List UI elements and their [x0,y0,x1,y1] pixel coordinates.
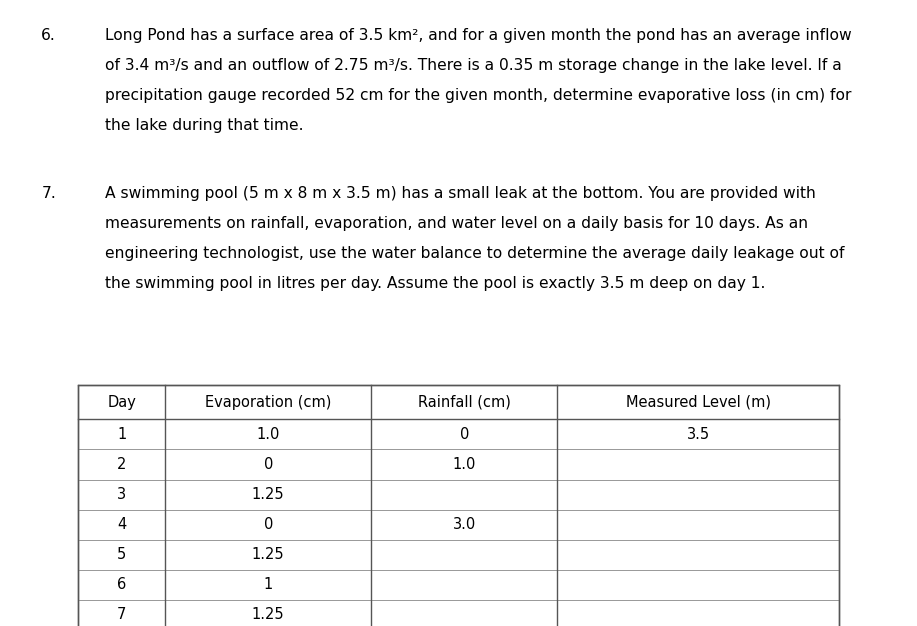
Text: 7.: 7. [41,186,56,201]
Text: 6: 6 [117,577,127,592]
Text: 0: 0 [263,517,273,532]
Text: 0: 0 [263,457,273,472]
Text: 4: 4 [117,517,127,532]
Text: 1: 1 [117,427,127,442]
Text: 1.0: 1.0 [257,427,280,442]
Text: of 3.4 m³/s and an outflow of 2.75 m³/s. There is a 0.35 m storage change in the: of 3.4 m³/s and an outflow of 2.75 m³/s.… [105,58,842,73]
Text: 1: 1 [263,577,273,592]
Text: the swimming pool in litres per day. Assume the pool is exactly 3.5 m deep on da: the swimming pool in litres per day. Ass… [105,276,766,291]
Text: Long Pond has a surface area of 3.5 km², and for a given month the pond has an a: Long Pond has a surface area of 3.5 km²,… [105,28,852,43]
Text: measurements on rainfall, evaporation, and water level on a daily basis for 10 d: measurements on rainfall, evaporation, a… [105,216,809,231]
Bar [78,385,839,626]
Text: Day: Day [107,395,136,409]
Text: 3.5: 3.5 [687,427,710,442]
Text: 7: 7 [117,607,127,622]
Text: A swimming pool (5 m x 8 m x 3.5 m) has a small leak at the bottom. You are prov: A swimming pool (5 m x 8 m x 3.5 m) has … [105,186,816,201]
Text: 1.25: 1.25 [252,547,284,562]
Text: 1.0: 1.0 [452,457,476,472]
Text: 1.25: 1.25 [252,607,284,622]
Text: Evaporation (cm): Evaporation (cm) [205,395,331,409]
Text: 0: 0 [459,427,469,442]
Text: 2: 2 [117,457,127,472]
Text: 1.25: 1.25 [252,487,284,502]
Text: 5: 5 [117,547,127,562]
Text: the lake during that time.: the lake during that time. [105,118,304,133]
Text: 3: 3 [117,487,127,502]
Text: Rainfall (cm): Rainfall (cm) [418,395,511,409]
Text: engineering technologist, use the water balance to determine the average daily l: engineering technologist, use the water … [105,246,845,261]
Text: Measured Level (m): Measured Level (m) [625,395,771,409]
Text: 3.0: 3.0 [453,517,476,532]
Text: precipitation gauge recorded 52 cm for the given month, determine evaporative lo: precipitation gauge recorded 52 cm for t… [105,88,852,103]
Text: 6.: 6. [41,28,56,43]
